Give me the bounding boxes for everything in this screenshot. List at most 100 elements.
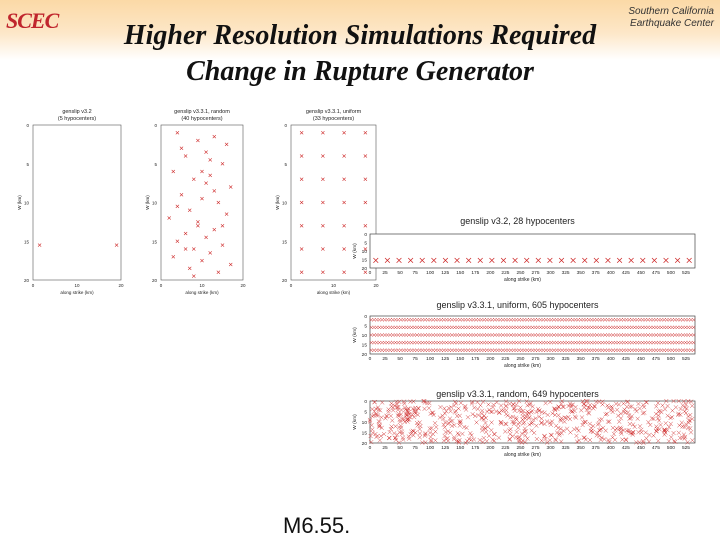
hypocenter-marker — [597, 427, 602, 433]
hypocenter-marker — [627, 318, 631, 322]
hypocenter-marker — [573, 404, 578, 410]
hypocenter-marker — [534, 436, 540, 442]
hypocenter-marker — [511, 333, 516, 337]
hypocenter-marker — [522, 420, 527, 425]
hypocenter-marker — [584, 340, 588, 345]
small-panel-xtick: 0 — [160, 283, 163, 288]
hypocenter-marker — [644, 436, 649, 441]
hypocenter-marker — [643, 325, 648, 330]
hypocenter-marker — [628, 430, 633, 436]
hypocenter-marker — [587, 348, 591, 352]
hypocenter-marker — [613, 333, 618, 337]
hypocenter-marker — [477, 318, 481, 322]
hypocenter-marker — [200, 196, 204, 201]
hypocenter-marker — [420, 318, 425, 322]
hypocenter-marker — [581, 340, 586, 345]
hypocenter-marker — [468, 325, 473, 330]
hypocenter-marker — [455, 348, 460, 352]
hypocenter-marker — [458, 419, 464, 424]
hypocenter-marker — [530, 340, 535, 345]
hypocenter-marker — [506, 348, 511, 352]
hypocenter-marker — [552, 407, 558, 413]
hypocenter-marker — [444, 333, 449, 337]
hypocenter-marker — [662, 407, 668, 412]
hypocenter-marker — [498, 403, 504, 408]
hypocenter-marker — [640, 257, 646, 263]
hypocenter-marker — [423, 348, 427, 352]
hypocenter-marker — [420, 333, 425, 337]
hypocenter-marker — [392, 403, 397, 408]
wide-panel-xtick: 150 — [456, 270, 464, 276]
org-line-2: Earthquake Center — [630, 18, 714, 29]
hypocenter-marker — [460, 431, 465, 436]
hypocenter-marker — [423, 318, 427, 322]
hypocenter-marker — [511, 421, 517, 427]
hypocenter-marker — [482, 425, 487, 430]
hypocenter-marker — [585, 398, 590, 404]
hypocenter-marker — [616, 402, 622, 407]
wide-panel-ytick: 5 — [364, 241, 367, 247]
hypocenter-marker — [546, 318, 551, 322]
hypocenter-marker — [665, 325, 669, 330]
hypocenter-marker — [506, 325, 511, 330]
hypocenter-marker — [442, 340, 446, 345]
hypocenter-marker — [546, 333, 551, 337]
hypocenter-marker — [595, 333, 599, 337]
hypocenter-marker — [552, 406, 558, 411]
hypocenter-marker — [483, 429, 489, 435]
hypocenter-marker — [450, 348, 454, 352]
hypocenter-marker — [611, 325, 615, 330]
hypocenter-marker — [544, 348, 548, 352]
hypocenter-marker — [411, 433, 416, 438]
hypocenter-marker — [541, 333, 546, 337]
small-panel-xlabel-1: along strike (km) — [185, 290, 219, 295]
hypocenter-marker — [558, 257, 565, 263]
hypocenter-marker — [482, 333, 486, 337]
hypocenter-marker — [395, 413, 400, 418]
hypocenter-marker — [689, 333, 693, 337]
hypocenter-marker — [399, 333, 403, 337]
hypocenter-marker — [667, 325, 672, 330]
hypocenter-marker — [396, 325, 400, 330]
hypocenter-marker — [463, 404, 468, 409]
hypocenter-marker — [369, 348, 374, 352]
small-panel-ytick: 5 — [26, 162, 29, 167]
hypocenter-marker — [483, 420, 488, 426]
hypocenter-marker — [374, 348, 379, 352]
hypocenter-marker — [640, 411, 646, 416]
hypocenter-marker — [369, 439, 374, 445]
hypocenter-marker — [452, 436, 457, 442]
hypocenter-marker — [404, 333, 409, 337]
wide-panel-xtick: 150 — [456, 356, 464, 362]
hypocenter-marker — [630, 340, 634, 345]
hypocenter-marker — [616, 340, 621, 345]
hypocenter-marker — [508, 415, 513, 420]
hypocenter-marker — [584, 325, 588, 330]
hypocenter-marker — [477, 325, 481, 330]
hypocenter-marker — [662, 325, 666, 330]
hypocenter-marker — [536, 318, 540, 322]
hypocenter-marker — [530, 404, 535, 409]
hypocenter-marker — [396, 340, 400, 345]
hypocenter-marker — [613, 348, 618, 352]
hypocenter-marker — [401, 348, 406, 352]
hypocenter-marker — [200, 169, 204, 174]
hypocenter-marker — [565, 325, 570, 330]
hypocenter-marker — [460, 348, 465, 352]
hypocenter-marker — [608, 333, 613, 337]
hypocenter-marker — [651, 318, 656, 322]
hypocenter-marker — [363, 200, 368, 205]
hypocenter-marker — [556, 405, 561, 410]
hypocenter-marker — [399, 340, 403, 345]
hypocenter-marker — [546, 340, 551, 345]
hypocenter-marker — [449, 405, 454, 410]
hypocenter-marker — [436, 333, 441, 337]
wide-panel-xtick: 425 — [622, 270, 630, 276]
hypocenter-marker — [619, 348, 623, 352]
hypocenter-marker — [370, 413, 375, 419]
hypocenter-marker — [479, 348, 484, 352]
hypocenter-marker — [447, 348, 452, 352]
wide-panel-ytick: 0 — [364, 399, 367, 405]
hypocenter-marker — [471, 325, 476, 330]
small-panel-xtick: 0 — [32, 283, 35, 288]
